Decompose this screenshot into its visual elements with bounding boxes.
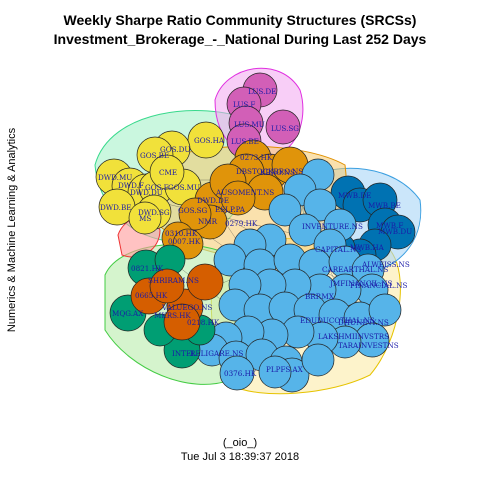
- node-circle: [265, 109, 301, 145]
- node-label: DWD.F: [118, 181, 144, 190]
- node-label: LAKSHMIINVSTRS: [318, 332, 389, 341]
- node-circle: [149, 154, 185, 190]
- node-circle: [303, 188, 337, 222]
- node-label: BRP.MX: [305, 292, 335, 301]
- node-label: DWD.SG: [138, 208, 170, 217]
- node-label: GOS.BE: [140, 151, 169, 160]
- node-label: CAPITAL.NS: [315, 245, 361, 254]
- node-label: NMR: [198, 217, 218, 226]
- node-circle: [288, 213, 322, 247]
- node-circle: [149, 268, 185, 304]
- node-label: DWD.BE: [100, 203, 131, 212]
- node-label: GOS.DU: [160, 145, 190, 154]
- node-label: GOS.MU: [168, 183, 200, 192]
- node-label: CME: [159, 168, 177, 177]
- footer-timestamp: Tue Jul 3 18:39:37 2018: [180, 451, 300, 463]
- community-vermillion: [130, 263, 224, 341]
- footer-signature: (_oio_): [222, 437, 258, 449]
- node-label: 0310.HK: [165, 229, 198, 238]
- node-circle: [178, 197, 212, 231]
- node-label: GOS.HA: [194, 136, 225, 145]
- node-circle: [368, 293, 402, 327]
- node-label: MKRS.HK: [154, 311, 191, 320]
- chart-title-line1: Weekly Sharpe Ratio Community Structures…: [63, 12, 417, 28]
- node-label: DWD.DU: [130, 188, 163, 197]
- node-label: LUS.BE: [231, 137, 259, 146]
- node-label: MWB.F: [376, 221, 403, 230]
- node-circle: [128, 201, 162, 235]
- node-circle: [186, 263, 224, 301]
- node-label: JMFINANCIL.NS: [329, 279, 393, 288]
- node-label: 0279.HK: [225, 219, 258, 228]
- node-label: 0218.HK: [187, 318, 220, 327]
- node-label: CAREARTHAL.NS: [322, 265, 388, 274]
- chart-title-line2: Investment_Brokerage_-_National During L…: [53, 31, 427, 47]
- node-label: FINANCIAL.NS: [350, 281, 407, 290]
- node-label: DBSTOCKBRO.NS: [236, 167, 303, 176]
- node-label: DWD.MU: [98, 173, 132, 182]
- node-label: KBRO.NS: [260, 168, 295, 177]
- community-pink: [226, 72, 301, 159]
- node-label: GOS.SG: [178, 206, 208, 215]
- node-circle: [163, 303, 201, 341]
- node-label: GOS.F: [145, 183, 169, 192]
- node-label: INVENTURE.NS: [302, 222, 363, 231]
- node-circle: [301, 343, 335, 377]
- node-label: MWB.DE: [338, 191, 371, 200]
- node-label: MWB.HA: [350, 243, 385, 252]
- node-label: PLPFS.AX: [266, 365, 304, 374]
- node-label: EDUDUCOTHAL.NS: [300, 316, 375, 325]
- node-label: RELIGARE.NS: [190, 349, 243, 358]
- node-circle: [258, 355, 292, 389]
- node-label: TARAINVESTNS: [338, 341, 399, 350]
- node-label: LUS.SG: [271, 124, 299, 133]
- node-label: LUS.F: [233, 100, 255, 109]
- node-label: AUSOMENT.NS: [215, 188, 274, 197]
- node-label: INTEL: [172, 349, 196, 358]
- node-label: MWB.DU: [378, 227, 412, 236]
- node-label: 0273.HK: [240, 153, 273, 162]
- node-labels: LUS.DE LUS.F LUS.MU LUS.SG LUS.BE GOS.HA…: [98, 87, 412, 378]
- node-circle: [219, 355, 255, 391]
- node-label: MQG.AX: [112, 309, 144, 318]
- node-circle: [187, 121, 225, 159]
- node-label: DHUNINY.NS: [338, 318, 389, 327]
- node-circle: [220, 180, 256, 216]
- node-label: 0665.HK: [135, 291, 168, 300]
- node-label: LUS.MU: [234, 120, 265, 129]
- node-label: ESLP.PA: [215, 205, 246, 214]
- node-circle: [268, 193, 302, 227]
- community-yellow: [95, 121, 225, 235]
- node-label: LUS.DE: [248, 87, 276, 96]
- node-label: DWD.DE: [197, 196, 229, 205]
- node-label: 0821.HK: [131, 264, 164, 273]
- node-label: ALWEISS.NS: [361, 260, 410, 269]
- node-label: 0376.HK: [224, 369, 257, 378]
- node-label: SHRIRAM.NS: [148, 276, 199, 285]
- node-label: MWB.BE: [368, 201, 401, 210]
- node-label: 0007.HK: [168, 237, 201, 246]
- node-label: MS: [139, 214, 151, 223]
- community-skyblue: [195, 158, 402, 393]
- node-label: VALUEGO.NS: [161, 303, 212, 312]
